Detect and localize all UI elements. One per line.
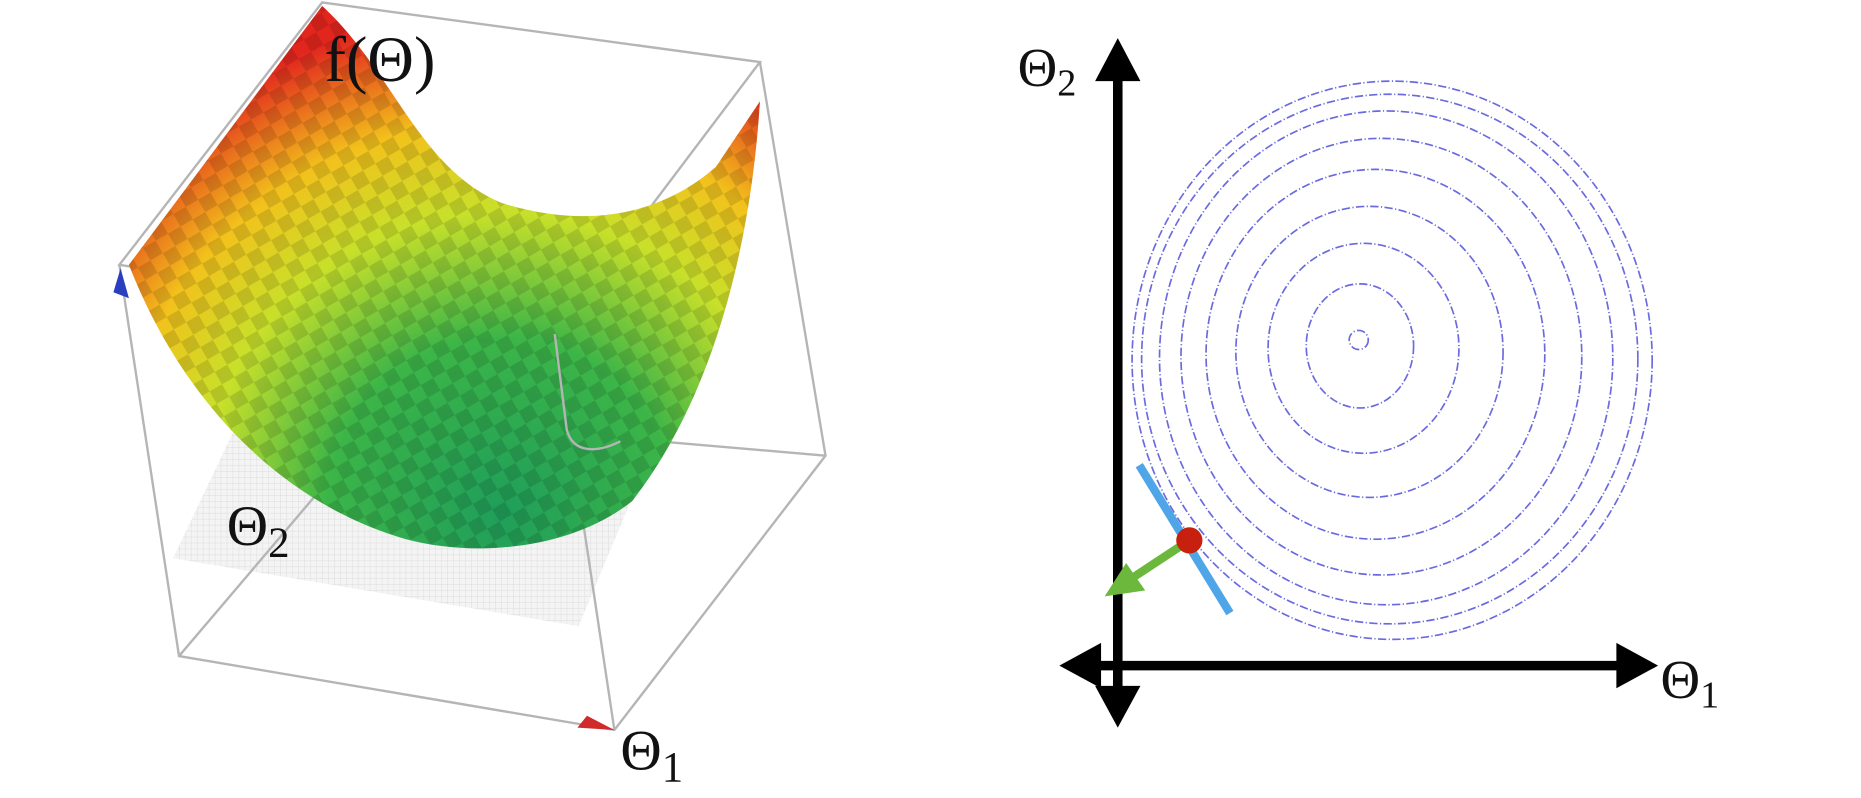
axes	[1059, 38, 1659, 728]
theta1-label: Θ1	[620, 719, 683, 791]
function-label: f(Θ)	[325, 24, 436, 95]
label-subscript: 1	[662, 744, 683, 791]
contour-plot: Θ2 Θ1	[1018, 37, 1720, 728]
y-axis-label: Θ2	[1018, 37, 1077, 105]
box-edge-front	[553, 333, 621, 451]
surface-checker	[128, 5, 760, 549]
label-subscript: 2	[268, 520, 289, 567]
label-subscript: 2	[1057, 62, 1076, 104]
axis-marker	[577, 715, 615, 731]
label-symbol: Θ	[1018, 37, 1058, 98]
axis-marker	[113, 268, 129, 299]
theta2-label: Θ2	[227, 495, 290, 567]
contours	[1131, 80, 1653, 641]
surface-plot: f(Θ) Θ2 Θ1	[113, 1, 827, 791]
label-subscript: 1	[1700, 674, 1719, 716]
label-symbol: Θ	[227, 495, 268, 558]
label-symbol: Θ	[1661, 649, 1701, 710]
x-axis-label: Θ1	[1661, 649, 1720, 717]
current-point	[1176, 527, 1203, 554]
label-symbol: Θ	[620, 719, 661, 782]
